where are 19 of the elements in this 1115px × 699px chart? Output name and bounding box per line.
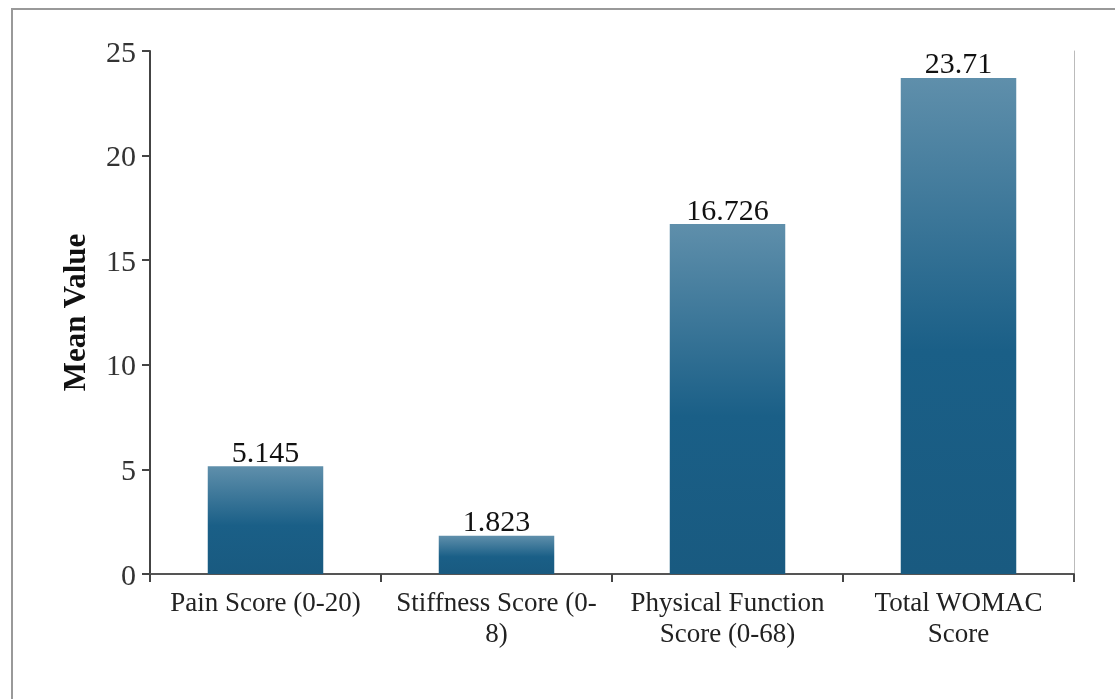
bar: [207, 466, 324, 574]
bar: [438, 535, 555, 574]
y-axis-title: Mean Value: [57, 233, 92, 392]
y-tick-label: 10: [106, 348, 136, 382]
bar: [900, 77, 1017, 574]
x-tick-label: Physical Function Score (0-68): [630, 586, 826, 648]
data-label: 1.823: [462, 504, 531, 538]
x-tick-label: Pain Score (0-20): [170, 586, 361, 617]
data-label: 23.71: [924, 46, 993, 80]
x-tick-label: Stiffness Score (0-8): [396, 586, 597, 648]
y-tick-label: 0: [121, 557, 136, 591]
y-tick-label: 20: [106, 139, 136, 173]
y-tick-label: 15: [106, 243, 136, 277]
data-label: 16.726: [686, 192, 769, 226]
y-tick-label: 5: [121, 452, 136, 486]
bar: [669, 224, 786, 574]
y-tick-label: 25: [106, 34, 136, 68]
data-label: 5.145: [231, 434, 300, 468]
x-tick-label: Total WOMAC Score: [874, 586, 1043, 648]
